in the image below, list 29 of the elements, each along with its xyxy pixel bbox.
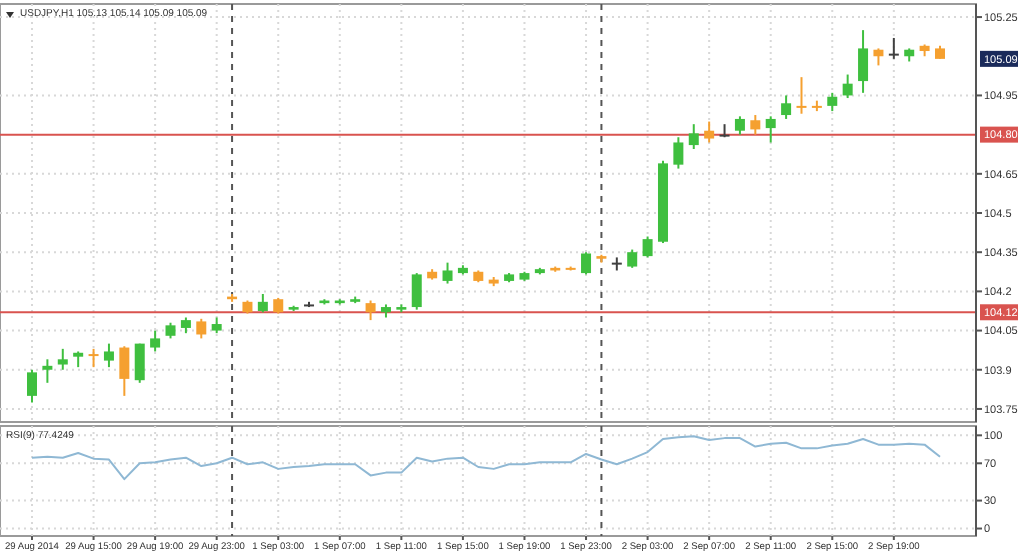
candlestick (150, 329, 161, 353)
candlestick (27, 368, 37, 404)
candlestick (704, 120, 715, 144)
line-series (31, 435, 941, 481)
candlestick (642, 235, 653, 259)
candlestick (673, 136, 684, 170)
candlestick (827, 91, 838, 113)
candlestick (88, 347, 99, 369)
candlestick (688, 123, 699, 150)
candlestick (842, 73, 853, 100)
candlestick (119, 345, 130, 397)
candlestick (888, 36, 899, 60)
candlestick (257, 292, 268, 314)
candlestick (627, 248, 638, 269)
candlestick (734, 115, 745, 136)
candlestick (134, 342, 145, 384)
candlestick (765, 115, 776, 144)
candlestick (196, 317, 207, 340)
candlestick (57, 347, 68, 371)
candlestick (365, 299, 376, 322)
candlestick (796, 76, 807, 115)
candlestick (442, 261, 453, 285)
candlestick (581, 251, 592, 276)
candlestick (103, 342, 114, 369)
candlestick (750, 114, 761, 136)
candlestick (781, 94, 792, 120)
candlestick (411, 272, 422, 311)
candlestick (42, 358, 53, 384)
candlestick (858, 29, 869, 94)
